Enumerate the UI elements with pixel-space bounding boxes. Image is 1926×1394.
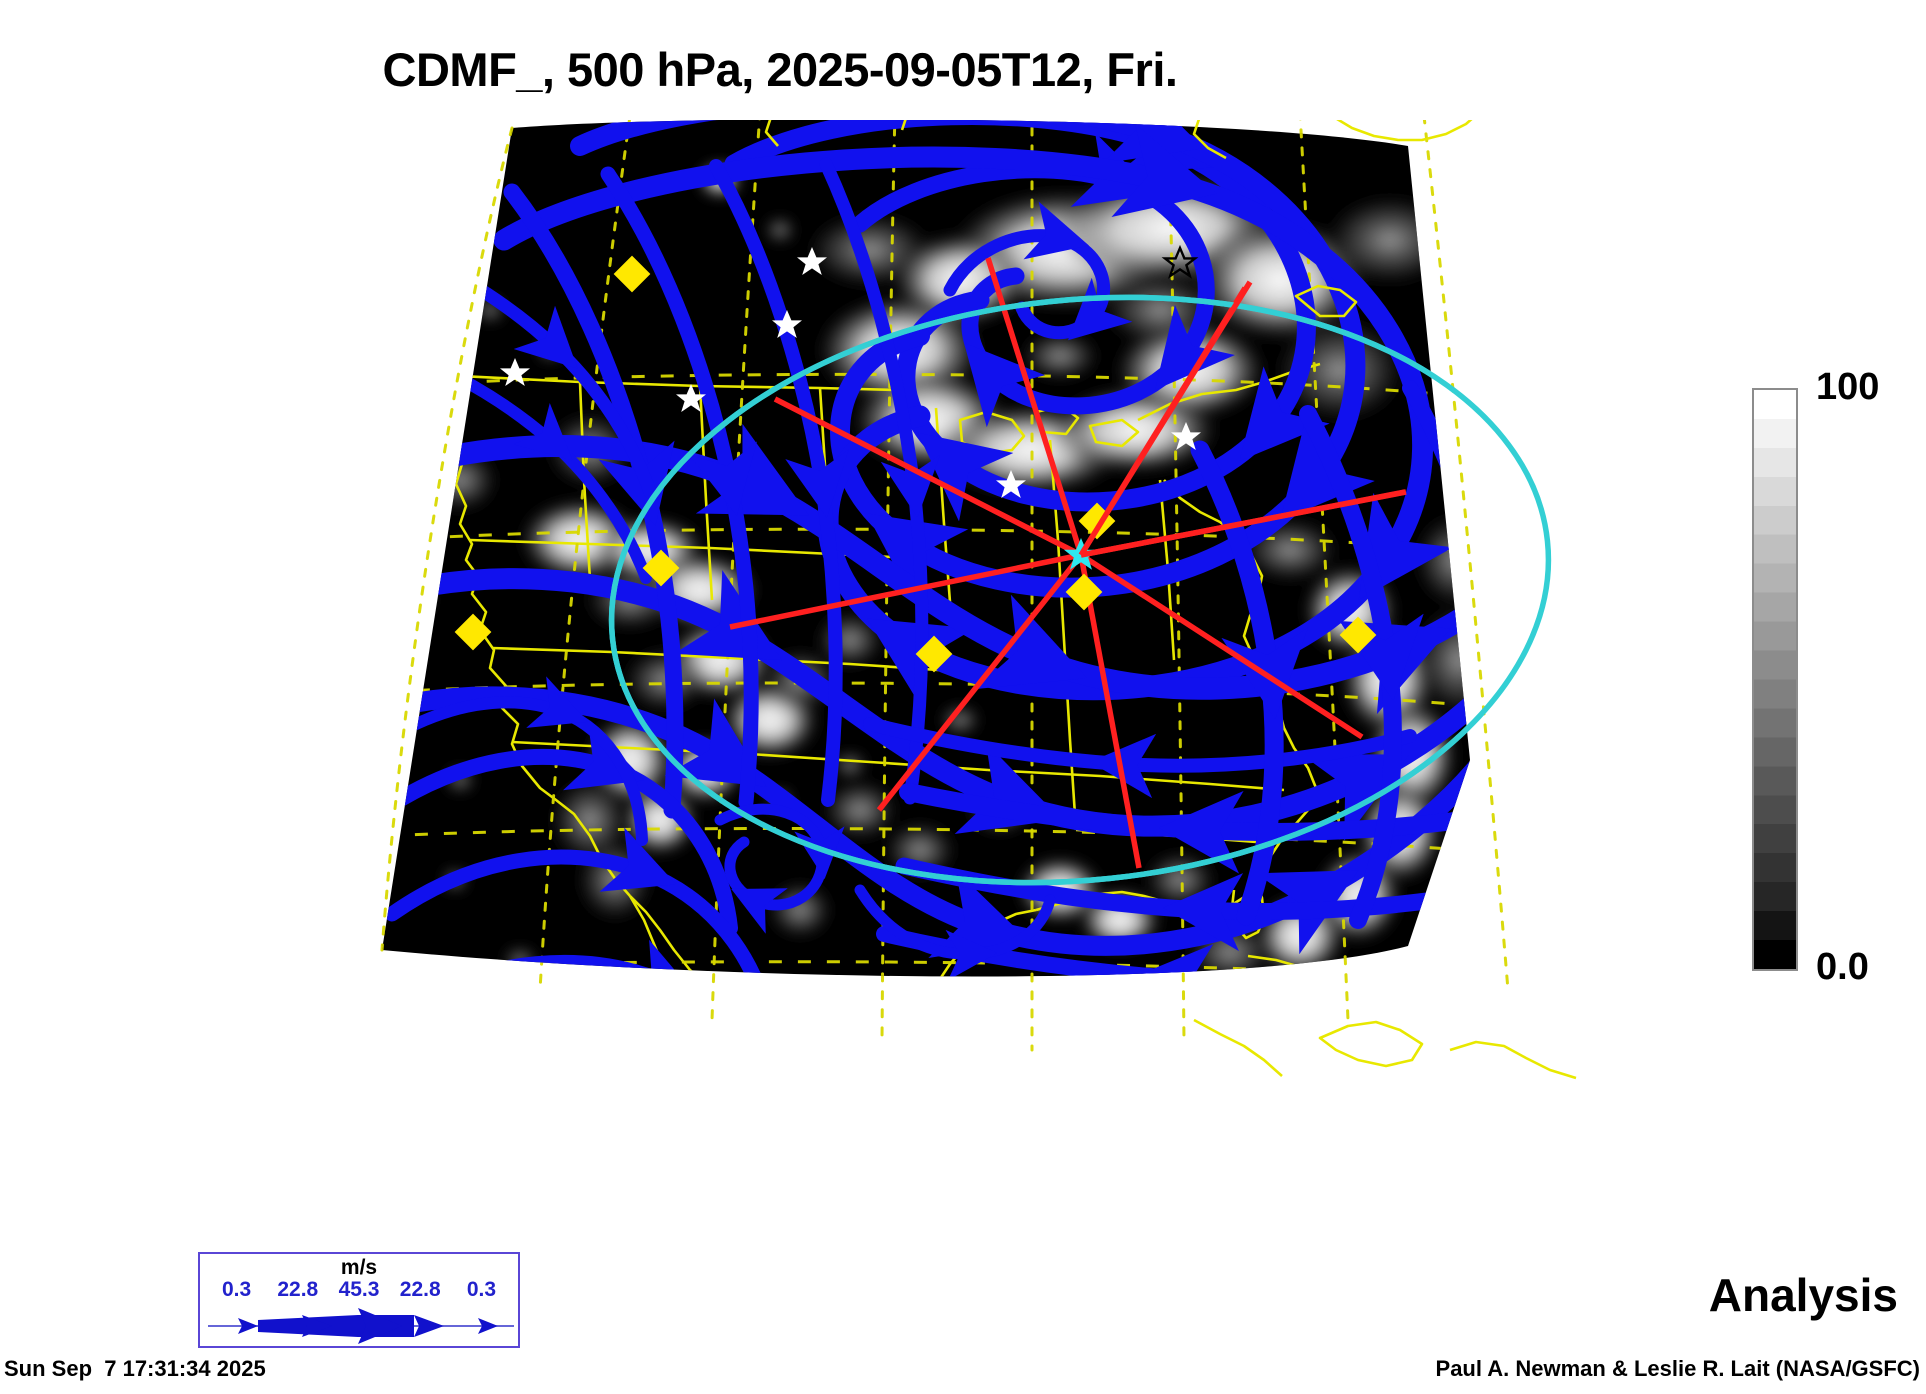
- map-canvas[interactable]: [160, 120, 1760, 1250]
- coastlines-outside: [764, 120, 1577, 1080]
- colorbar-max-label: 100: [1816, 366, 1880, 408]
- radial-rays-outside: [1078, 280, 1407, 558]
- colorbar-gradient[interactable]: [1752, 388, 1798, 971]
- station-diamond: [1065, 573, 1103, 611]
- wind-legend-value: 22.8: [277, 1278, 319, 1301]
- station-diamond: [1339, 616, 1377, 654]
- station-star: [772, 310, 802, 338]
- station-diamond: [454, 613, 492, 651]
- wind-legend-value: 45.3: [338, 1278, 380, 1301]
- wind-legend-values: 0.3 22.8 45.3 22.8 0.3: [206, 1278, 512, 1302]
- station-diamond-group: [454, 255, 1116, 673]
- colorbar[interactable]: 100 0.0: [1752, 366, 1922, 988]
- station-markers: [386, 247, 1201, 673]
- station-diamond: [642, 549, 680, 587]
- wind-legend-units-label: m/s: [340, 1256, 378, 1279]
- wind-legend-arrow-icon: [208, 1308, 514, 1344]
- generation-timestamp: Sun Sep 7 17:31:34 2025: [4, 1356, 266, 1381]
- page-title: CDMF_, 500 hPa, 2025-09-05T12, Fri.: [382, 43, 1178, 96]
- wind-legend-value: 0.3: [222, 1278, 252, 1301]
- colorbar-min-label: 0.0: [1816, 946, 1869, 988]
- wind-legend-value: 0.3: [466, 1278, 497, 1301]
- station-star: [676, 384, 706, 412]
- station-star: [996, 470, 1026, 498]
- station-star: [1171, 422, 1201, 450]
- station-diamond-group-edge: [1339, 616, 1377, 654]
- overlay-ellipse-outside: [608, 294, 1552, 886]
- map-panel[interactable]: [160, 120, 1760, 1250]
- wind-speed-legend[interactable]: m/s 0.3 22.8 45.3 22.8 0.3: [198, 1252, 520, 1348]
- overlays-outside-domain: [608, 120, 1577, 1080]
- station-star: [797, 247, 827, 275]
- station-star-open: [1161, 244, 1199, 279]
- analysis-label: Analysis: [1708, 1269, 1898, 1321]
- wind-legend-value: 22.8: [399, 1278, 441, 1301]
- station-star: [500, 358, 530, 386]
- station-diamond: [915, 635, 953, 673]
- author-credit: Paul A. Newman & Leslie R. Lait (NASA/GS…: [1435, 1356, 1920, 1381]
- station-diamond: [613, 255, 651, 293]
